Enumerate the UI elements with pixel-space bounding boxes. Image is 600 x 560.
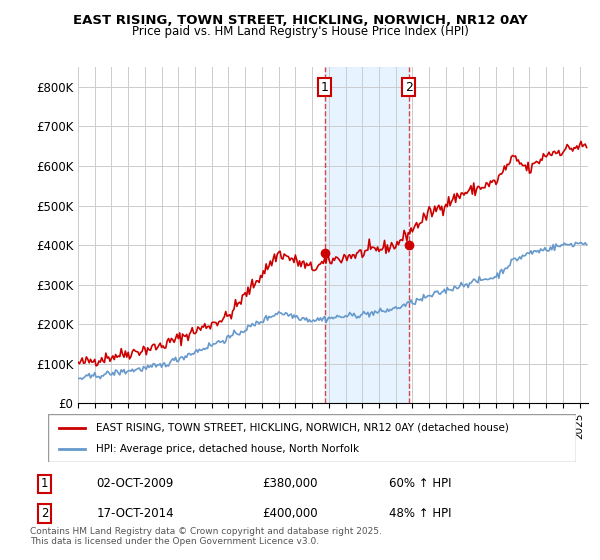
Text: Price paid vs. HM Land Registry's House Price Index (HPI): Price paid vs. HM Land Registry's House … [131, 25, 469, 38]
Text: £400,000: £400,000 [262, 507, 317, 520]
Text: 17-OCT-2014: 17-OCT-2014 [96, 507, 174, 520]
Text: 1: 1 [321, 81, 329, 94]
Text: 1: 1 [41, 478, 49, 491]
FancyBboxPatch shape [48, 414, 576, 462]
Text: 48% ↑ HPI: 48% ↑ HPI [389, 507, 451, 520]
Text: HPI: Average price, detached house, North Norfolk: HPI: Average price, detached house, Nort… [95, 444, 359, 454]
Text: 60% ↑ HPI: 60% ↑ HPI [389, 478, 451, 491]
Text: EAST RISING, TOWN STREET, HICKLING, NORWICH, NR12 0AY: EAST RISING, TOWN STREET, HICKLING, NORW… [73, 14, 527, 27]
Text: 2: 2 [405, 81, 413, 94]
Text: 02-OCT-2009: 02-OCT-2009 [96, 478, 173, 491]
Text: 2: 2 [41, 507, 49, 520]
Text: Contains HM Land Registry data © Crown copyright and database right 2025.
This d: Contains HM Land Registry data © Crown c… [30, 526, 382, 546]
Bar [325, 67, 409, 403]
Text: EAST RISING, TOWN STREET, HICKLING, NORWICH, NR12 0AY (detached house): EAST RISING, TOWN STREET, HICKLING, NORW… [95, 423, 508, 433]
Text: £380,000: £380,000 [262, 478, 317, 491]
